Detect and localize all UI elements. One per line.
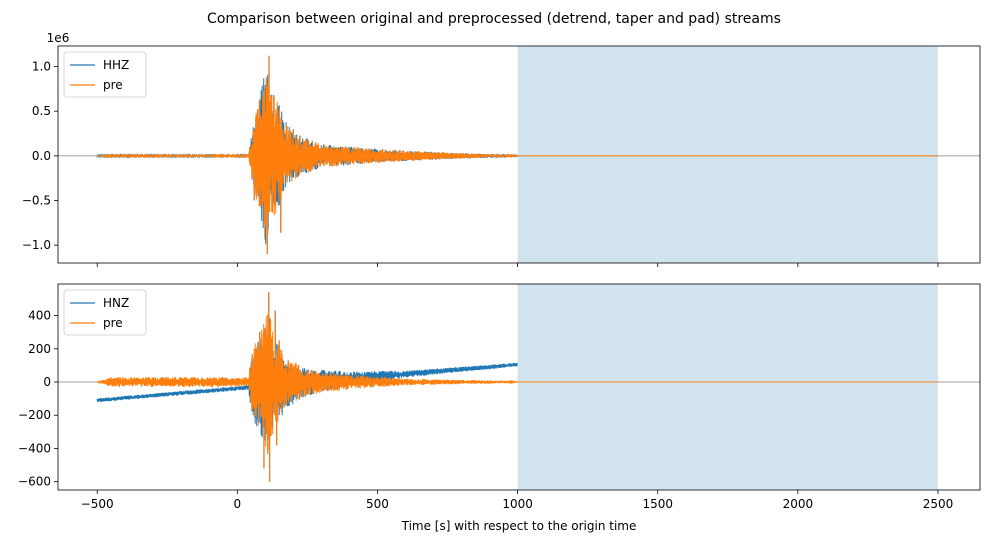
panel-top: −1.0 −0.5 0.0 0.5 1.0 1e6 HHZ pre [22, 31, 981, 267]
series-line-pre-bottom [97, 314, 938, 454]
y-ticks-bottom: −600 −400 −200 0 200 400 [18, 309, 58, 489]
x-tick-label: 1000 [502, 497, 533, 511]
y-tick-label: 1.0 [32, 60, 51, 74]
series-group-top [96, 55, 938, 255]
x-axis-label: Time [s] with respect to the origin time [401, 519, 637, 533]
legend-label: HHZ [103, 58, 129, 72]
y-tick-label: 400 [28, 309, 51, 323]
series-line-pre-top [97, 76, 938, 238]
x-tick-label: 500 [366, 497, 389, 511]
legend-top: HHZ pre [63, 51, 147, 98]
y-tick-label: 200 [28, 342, 51, 356]
x-ticks-top [96, 263, 939, 267]
x-tick-label: −500 [81, 497, 114, 511]
y-tick-label: 0 [43, 375, 51, 389]
shaded-region-top [517, 46, 938, 263]
y-tick-label: −0.5 [22, 193, 51, 207]
series-group-bottom [96, 292, 938, 482]
shaded-region-bottom [517, 284, 938, 490]
y-ticks-top: −1.0 −0.5 0.0 0.5 1.0 [22, 60, 58, 252]
chart-title: Comparison between original and preproce… [207, 11, 781, 27]
x-ticks-bottom: −500 0 500 1000 1500 2000 2500 [81, 490, 953, 511]
axes-frame-top [57, 45, 981, 264]
legend-box [63, 51, 147, 98]
legend-label: HNZ [103, 296, 129, 310]
y-tick-label: −1.0 [22, 238, 51, 252]
legend-label: pre [103, 316, 123, 330]
x-tick-label: 2000 [783, 497, 814, 511]
y-tick-label: 0.0 [32, 149, 51, 163]
y-tick-label: −600 [18, 475, 51, 489]
y-tick-label: −200 [18, 408, 51, 422]
legend-bottom: HNZ pre [63, 289, 147, 336]
panel-bottom: −600 −400 −200 0 200 400 −500 0 500 1000 1500 2000… [18, 283, 981, 511]
x-tick-label: 0 [234, 497, 242, 511]
y-offset-label: 1e6 [47, 31, 70, 45]
axes-frame-bottom [57, 283, 981, 491]
x-tick-label: 1500 [642, 497, 673, 511]
x-tick-label: 2500 [923, 497, 954, 511]
y-tick-label: −400 [18, 441, 51, 455]
legend-label: pre [103, 78, 123, 92]
legend-box [63, 289, 147, 336]
y-tick-label: 0.5 [32, 104, 51, 118]
